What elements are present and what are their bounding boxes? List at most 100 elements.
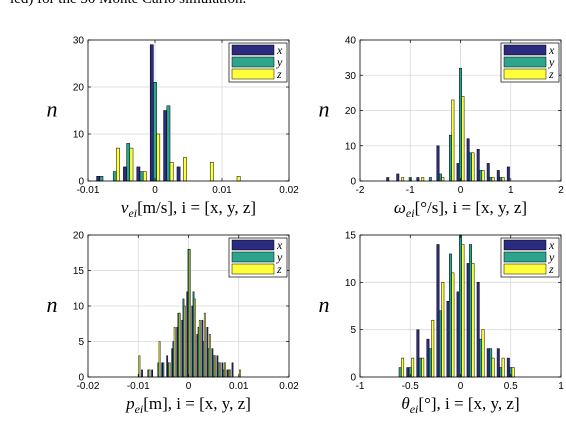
legend: xyz xyxy=(228,237,288,278)
bar-z xyxy=(236,176,241,182)
legend: xyz xyxy=(228,42,288,83)
x-tick-label: -1 xyxy=(356,381,365,392)
legend-swatch-x xyxy=(503,44,547,56)
bar-x xyxy=(506,357,510,378)
bar-x xyxy=(476,282,480,378)
bar-z xyxy=(501,357,505,378)
bar-y xyxy=(139,171,144,182)
bar-x xyxy=(149,44,154,182)
x-tick-label: -0.02 xyxy=(77,381,100,392)
bar-z xyxy=(491,177,495,182)
legend-label-z: z xyxy=(548,67,554,81)
bar-x xyxy=(496,348,500,378)
bar-z xyxy=(501,177,505,182)
axes-frame xyxy=(87,39,290,182)
bar-z xyxy=(461,96,465,182)
y-tick-label: 0 xyxy=(78,373,84,384)
legend-swatch-x xyxy=(231,44,275,56)
bar-y xyxy=(489,177,493,182)
legend-swatch-z xyxy=(231,263,275,275)
bar-y xyxy=(418,357,422,378)
y-tick-label: 30 xyxy=(345,71,357,82)
x-axis-label: ωei[°/s], i = [x, y, z] xyxy=(394,198,527,220)
bar-z xyxy=(471,263,475,378)
bar-z xyxy=(129,147,134,182)
x-tick-label: 0 xyxy=(458,185,464,196)
y-axis-label: n xyxy=(319,292,330,317)
bar-z xyxy=(481,329,485,378)
x-tick-label: 0.5 xyxy=(504,381,518,392)
legend-label-x: x xyxy=(548,43,555,57)
x-tick-label: 1 xyxy=(508,185,514,196)
bar-z xyxy=(203,312,206,378)
bar-x xyxy=(151,369,153,378)
bar-z xyxy=(481,170,485,182)
legend: xyz xyxy=(500,237,560,278)
bar-z xyxy=(178,312,181,378)
legend-label-z: z xyxy=(276,67,282,81)
bar-x xyxy=(141,369,143,378)
bar-x xyxy=(456,291,460,378)
legend-swatch-y xyxy=(503,251,547,263)
legend-label-y: y xyxy=(276,250,283,264)
bar-z xyxy=(168,362,171,378)
bar-x xyxy=(426,338,430,378)
legend-label-z: z xyxy=(548,262,554,276)
y-tick-label: 10 xyxy=(345,278,357,289)
bar-z xyxy=(183,157,187,182)
x-tick-label: -2 xyxy=(356,185,365,196)
bar-z xyxy=(209,161,214,182)
bar-z xyxy=(173,327,176,378)
bar-y xyxy=(428,177,432,182)
x-tick-label: -0.01 xyxy=(127,381,150,392)
bar-y xyxy=(459,67,462,182)
bar-y xyxy=(489,348,493,378)
legend-label-y: y xyxy=(276,55,283,69)
bar-z xyxy=(219,362,221,378)
bar-z xyxy=(213,355,216,378)
x-tick-label: -1 xyxy=(406,185,415,196)
bar-x xyxy=(436,244,440,378)
legend-swatch-x xyxy=(231,239,275,251)
bar-z xyxy=(208,334,211,378)
bar-y xyxy=(162,362,165,378)
bar-y xyxy=(438,310,442,378)
y-tick-label: 40 xyxy=(345,36,357,47)
bar-z xyxy=(471,152,475,182)
y-tick-label: 15 xyxy=(73,266,85,277)
bar-x xyxy=(136,166,141,182)
bar-z xyxy=(239,369,241,378)
bar-y xyxy=(479,338,483,378)
bar-y xyxy=(153,82,157,182)
bar-z xyxy=(491,357,495,378)
bar-x xyxy=(231,362,234,378)
legend-label-x: x xyxy=(276,43,283,57)
bar-y xyxy=(166,105,171,182)
x-axis-label: θei[°], i = [x, y, z] xyxy=(401,394,519,416)
bar-z xyxy=(183,305,186,378)
bar-z xyxy=(224,362,226,378)
bar-z xyxy=(156,133,161,182)
bar-z xyxy=(116,147,120,182)
x-tick-label: 0 xyxy=(152,185,158,196)
bar-y xyxy=(99,176,104,182)
bar-z xyxy=(169,161,174,182)
bar-x xyxy=(96,176,101,182)
y-tick-label: 30 xyxy=(73,36,85,47)
x-tick-label: 2 xyxy=(558,185,564,196)
bar-y xyxy=(499,367,503,378)
x-tick-label: 0.01 xyxy=(212,185,232,196)
legend-swatch-z xyxy=(503,68,547,80)
bar-z xyxy=(451,99,455,182)
bar-z xyxy=(401,177,405,182)
x-tick-label: -0.01 xyxy=(77,185,100,196)
bar-x xyxy=(456,163,460,182)
bar-y xyxy=(448,134,452,182)
bar-x xyxy=(476,149,480,182)
bar-y xyxy=(438,173,442,182)
bar-y xyxy=(398,367,402,378)
bar-x xyxy=(163,110,168,182)
bar-x xyxy=(406,367,410,378)
